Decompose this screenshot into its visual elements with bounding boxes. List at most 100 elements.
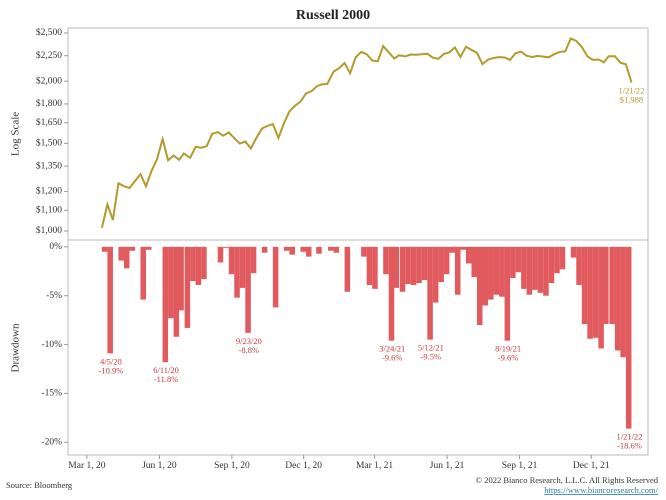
- x-tick-label: Dec 1, 21: [573, 461, 610, 471]
- bar: [405, 246, 411, 284]
- bar: [576, 246, 582, 285]
- annotation-label: -9.6%: [498, 353, 519, 363]
- bar: [140, 246, 147, 300]
- bar: [261, 246, 268, 253]
- bar: [168, 246, 174, 319]
- bar: [328, 246, 334, 251]
- bar: [223, 246, 229, 248]
- bar: [493, 246, 500, 295]
- annotation-label: -11.8%: [154, 374, 178, 384]
- annotation-date: 4/5/20: [100, 356, 122, 366]
- bar: [620, 246, 626, 358]
- bar: [107, 246, 113, 354]
- annotation-date: 5/12/21: [418, 343, 444, 353]
- bar: [521, 246, 527, 289]
- x-tick-label: Mar 1, 20: [68, 461, 105, 471]
- bar: [421, 246, 428, 281]
- bar: [195, 246, 202, 285]
- bar: [603, 246, 609, 325]
- annotation-date: 1/21/22: [618, 85, 644, 95]
- url[interactable]: https://www.biancoresearch.com/: [544, 485, 658, 495]
- bar: [510, 246, 516, 279]
- y-tick-label: -10%: [41, 340, 62, 350]
- bar: [366, 246, 373, 285]
- bar: [388, 246, 395, 341]
- x-tick-label: Sep 1, 20: [214, 461, 250, 471]
- annotation-label: -8.8%: [239, 345, 260, 355]
- bar: [554, 246, 560, 274]
- x-tick-label: Sep 1, 21: [502, 461, 538, 471]
- bar: [476, 246, 483, 326]
- y-axis-label: Drawdown: [10, 323, 22, 372]
- bar: [146, 246, 152, 250]
- annotation-date: 1/21/22: [616, 432, 642, 442]
- bar: [515, 246, 522, 273]
- bar: [228, 246, 235, 275]
- bar: [234, 246, 240, 298]
- bar: [344, 246, 351, 292]
- bar: [614, 246, 621, 351]
- bar: [587, 246, 593, 339]
- bar: [372, 246, 378, 289]
- y-tick-label: $1,500: [36, 138, 62, 149]
- bar: [173, 246, 180, 337]
- y-tick-label: $2,500: [36, 27, 62, 38]
- bar: [460, 246, 466, 250]
- chart-title: Russell 2000: [296, 8, 370, 23]
- bar: [427, 246, 433, 340]
- y-tick-label: $1,650: [36, 117, 62, 128]
- bar: [465, 246, 472, 264]
- bar: [416, 246, 422, 283]
- bar: [289, 246, 295, 255]
- bar: [217, 246, 224, 263]
- bar: [361, 246, 367, 257]
- line: [100, 37, 633, 229]
- plot-frame: [67, 27, 649, 456]
- bar: [559, 246, 566, 270]
- bar: [592, 246, 599, 338]
- bar: [537, 246, 544, 293]
- bar: [333, 246, 340, 253]
- bar: [129, 246, 135, 251]
- bar: [178, 246, 184, 311]
- y-tick-label: $2,250: [36, 50, 62, 61]
- y-tick-label: $1,000: [36, 225, 62, 236]
- bar: [393, 246, 399, 288]
- y-axis-label: Log Scale: [10, 112, 22, 156]
- bar: [609, 246, 615, 325]
- bar: [118, 246, 124, 261]
- y-tick-label: $1,350: [36, 160, 62, 171]
- bar: [504, 246, 511, 341]
- bar: [201, 246, 207, 280]
- bar: [383, 246, 389, 275]
- x-tick-label: Jun 1, 21: [430, 461, 465, 471]
- bar: [305, 246, 312, 257]
- y-tick-label: $2,000: [36, 75, 62, 86]
- y-tick-label: -20%: [41, 437, 62, 447]
- y-tick-label: -5%: [46, 291, 62, 301]
- bar: [598, 246, 604, 349]
- annotation-label: -9.5%: [421, 352, 442, 362]
- bar: [272, 246, 279, 308]
- bar: [581, 246, 588, 325]
- bar: [443, 246, 450, 275]
- bar: [449, 246, 455, 253]
- annotation-date: 6/11/20: [153, 365, 179, 375]
- bar: [432, 246, 439, 303]
- bar: [488, 246, 494, 300]
- bar: [548, 246, 555, 283]
- bar: [438, 246, 444, 283]
- source: Source: Bloomberg: [6, 480, 73, 490]
- bar: [471, 246, 477, 278]
- annotation-label: $1,988: [620, 94, 643, 104]
- bar: [190, 246, 196, 282]
- annotation-label: -10.9%: [99, 365, 124, 375]
- y-tick-label: $1,800: [36, 98, 62, 109]
- x-tick-label: Mar 1, 21: [356, 461, 393, 471]
- x-tick-label: Jun 1, 20: [142, 461, 177, 471]
- bar: [184, 246, 191, 328]
- bar: [162, 246, 169, 363]
- y-tick-label: 0%: [49, 242, 62, 252]
- bar: [543, 246, 549, 296]
- bar: [454, 246, 461, 295]
